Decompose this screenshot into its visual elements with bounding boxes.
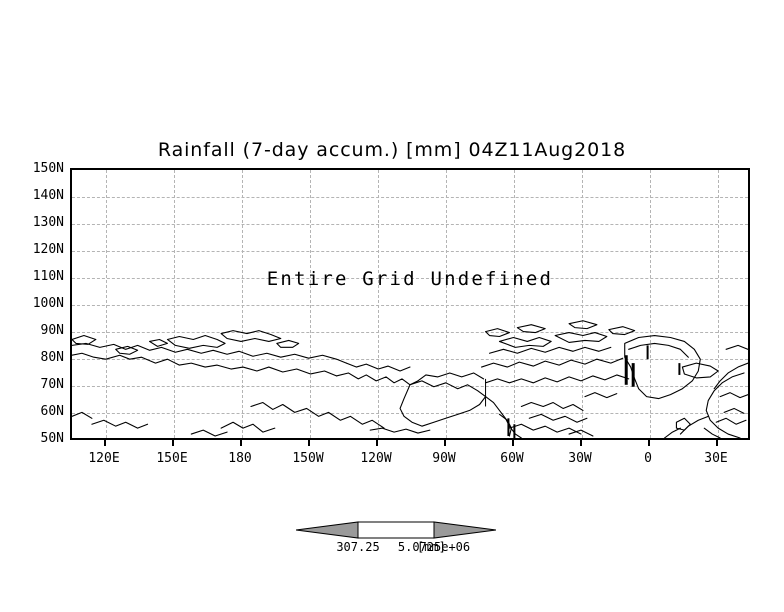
x-tick-label: 180 — [228, 451, 252, 466]
x-tick-label: 120W — [360, 451, 392, 466]
y-tick-label: 50N — [40, 431, 64, 446]
x-tick-label: 150E — [156, 451, 188, 466]
x-tick-mark — [648, 440, 650, 446]
x-tick-mark — [308, 440, 310, 446]
x-tick-mark — [716, 440, 718, 446]
x-tick-label: 150W — [292, 451, 324, 466]
x-tick-label: 30E — [704, 451, 728, 466]
gridline-vertical — [378, 170, 379, 438]
colorbar-tick-label-high: 5.0725e+06 — [397, 540, 471, 554]
gridline-vertical — [310, 170, 311, 438]
gridline-vertical — [514, 170, 515, 438]
message-overlay: Entire Grid Undefined — [72, 170, 748, 438]
y-tick-label: 100N — [32, 296, 64, 311]
y-tick-label: 150N — [32, 161, 64, 176]
gridline-vertical — [650, 170, 651, 438]
x-tick-label: 30W — [568, 451, 592, 466]
gridline-horizontal — [72, 386, 748, 387]
x-tick-label: 0 — [644, 451, 652, 466]
x-axis: 120E 150E 180 150W 120W 90W 60W 30W 0 30… — [70, 440, 750, 470]
colorbar: 307.25 5.0725e+06 [mm] — [296, 518, 496, 560]
y-tick-label: 130N — [32, 215, 64, 230]
colorbar-labels: 307.25 5.0725e+06 [mm] — [296, 540, 496, 558]
y-tick-label: 110N — [32, 269, 64, 284]
x-tick-mark — [444, 440, 446, 446]
y-tick-label: 60N — [40, 404, 64, 419]
gridline-horizontal — [72, 359, 748, 360]
colorbar-tick-label-low: 307.25 — [336, 540, 380, 554]
gridline-vertical — [718, 170, 719, 438]
y-tick-label: 70N — [40, 377, 64, 392]
colorbar-extend-low — [296, 521, 359, 539]
gridline-horizontal — [72, 197, 748, 198]
page-title: Rainfall (7-day accum.) [mm] 04Z11Aug201… — [157, 139, 627, 161]
y-tick-label: 80N — [40, 350, 64, 365]
gridline-vertical — [174, 170, 175, 438]
colorbar-units-label: [mm] — [417, 540, 446, 554]
colorbar-swatches — [296, 521, 496, 539]
x-tick-mark — [512, 440, 514, 446]
y-axis: 150N 140N 130N 120N 110N 100N 90N 80N 70… — [8, 162, 78, 445]
gridline-vertical — [582, 170, 583, 438]
gridlines — [72, 170, 748, 438]
gridline-vertical — [106, 170, 107, 438]
x-tick-label: 60W — [500, 451, 524, 466]
gridline-vertical — [242, 170, 243, 438]
map-plot-area: Entire Grid Undefined — [70, 168, 750, 440]
entire-grid-undefined-message: Entire Grid Undefined — [266, 268, 554, 290]
x-tick-mark — [172, 440, 174, 446]
gridline-horizontal — [72, 251, 748, 252]
x-tick-mark — [104, 440, 106, 446]
colorbar-extend-high — [433, 521, 496, 539]
x-tick-label: 120E — [88, 451, 120, 466]
colorbar-bin — [357, 521, 435, 539]
x-tick-mark — [580, 440, 582, 446]
gridline-horizontal — [72, 224, 748, 225]
x-tick-label: 90W — [432, 451, 456, 466]
y-tick-label: 140N — [32, 188, 64, 203]
y-tick-label: 90N — [40, 323, 64, 338]
gridline-horizontal — [72, 332, 748, 333]
x-tick-mark — [376, 440, 378, 446]
gridline-horizontal — [72, 413, 748, 414]
y-tick-label: 120N — [32, 242, 64, 257]
gridline-horizontal — [72, 278, 748, 279]
gridline-horizontal — [72, 305, 748, 306]
gridline-vertical — [446, 170, 447, 438]
x-tick-mark — [240, 440, 242, 446]
coastline-map — [72, 320, 748, 438]
